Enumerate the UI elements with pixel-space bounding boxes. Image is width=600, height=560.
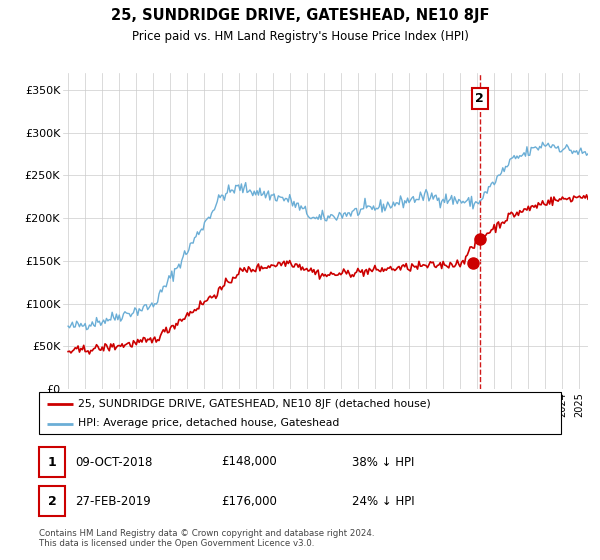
Text: £176,000: £176,000 (222, 494, 278, 508)
Text: This data is licensed under the Open Government Licence v3.0.: This data is licensed under the Open Gov… (39, 539, 314, 548)
Text: 27-FEB-2019: 27-FEB-2019 (76, 494, 151, 508)
Text: 38% ↓ HPI: 38% ↓ HPI (352, 455, 415, 469)
Text: 25, SUNDRIDGE DRIVE, GATESHEAD, NE10 8JF (detached house): 25, SUNDRIDGE DRIVE, GATESHEAD, NE10 8JF… (78, 399, 431, 409)
Bar (39, 486, 65, 516)
Text: Contains HM Land Registry data © Crown copyright and database right 2024.: Contains HM Land Registry data © Crown c… (39, 529, 374, 538)
Text: 1: 1 (47, 455, 56, 469)
Text: 2: 2 (47, 494, 56, 508)
Text: 09-OCT-2018: 09-OCT-2018 (76, 455, 153, 469)
Text: 2: 2 (475, 92, 484, 105)
Text: 24% ↓ HPI: 24% ↓ HPI (352, 494, 415, 508)
Bar (39, 447, 65, 477)
Text: Price paid vs. HM Land Registry's House Price Index (HPI): Price paid vs. HM Land Registry's House … (131, 30, 469, 43)
Text: £148,000: £148,000 (222, 455, 277, 469)
Text: HPI: Average price, detached house, Gateshead: HPI: Average price, detached house, Gate… (78, 418, 340, 428)
Text: 25, SUNDRIDGE DRIVE, GATESHEAD, NE10 8JF: 25, SUNDRIDGE DRIVE, GATESHEAD, NE10 8JF (111, 8, 489, 24)
